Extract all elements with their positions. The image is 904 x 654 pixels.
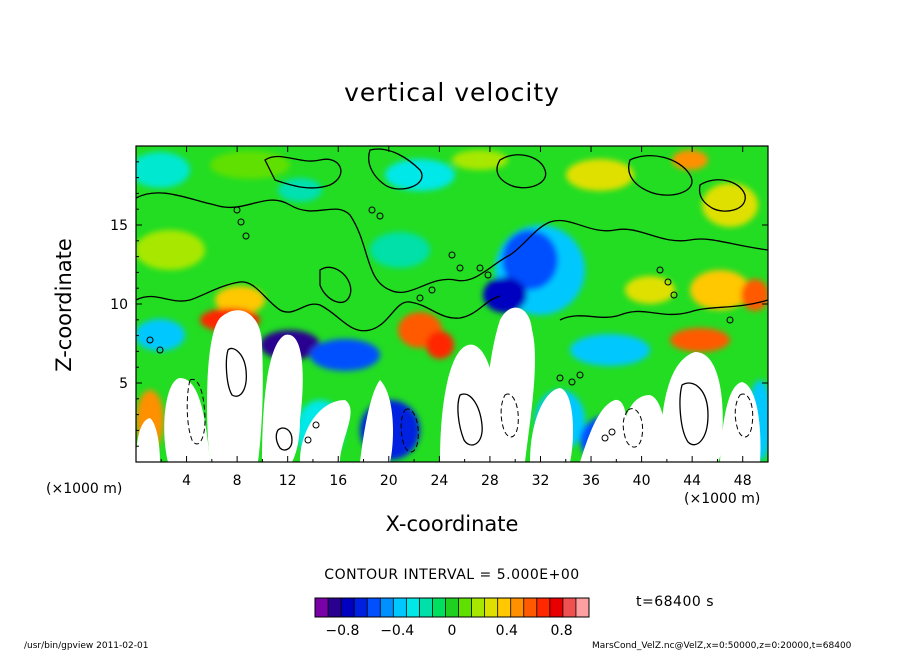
small-contour-cells	[146, 206, 734, 444]
colorbar-swatch	[432, 598, 446, 617]
x-tick-label: 28	[481, 473, 499, 489]
colorbar-swatch	[393, 598, 407, 617]
x-tick-label: 36	[582, 473, 600, 489]
colorbar-swatch	[445, 598, 460, 617]
contour-lines	[136, 148, 768, 451]
x-tick-label: 12	[279, 473, 297, 489]
colorbar-tick-label: 0.8	[550, 623, 572, 639]
negative-contours	[186, 378, 754, 453]
colorbar: −0.8 −0.4 0 0.4 0.8	[314, 597, 590, 639]
x-tick-label: 40	[633, 473, 651, 489]
colorbar-swatch	[406, 598, 420, 617]
colorbar-swatch	[341, 598, 355, 617]
x-axis-unit-left: (×1000 m)	[46, 481, 123, 497]
colorbar-swatch	[419, 598, 433, 617]
x-axis-ticks: 4 8 12 16 20 24 28 32 36 40 44 48	[160, 146, 752, 489]
colorbar-swatch	[458, 598, 473, 617]
colorbar-swatch	[497, 598, 512, 617]
contour-interval-label: CONTOUR INTERVAL = 5.000E+00	[324, 567, 580, 583]
x-axis-unit-right: (×1000 m)	[684, 491, 761, 507]
colorbar-swatch	[523, 598, 538, 617]
y-tick-label: 5	[119, 376, 128, 392]
colorbar-frame	[314, 597, 590, 618]
chart-title: vertical velocity	[344, 78, 560, 107]
x-tick-label: 16	[329, 473, 347, 489]
x-axis-label: X-coordinate	[385, 512, 519, 536]
colorbar-swatch	[315, 598, 329, 617]
y-axis-ticks: 5 10 15	[110, 161, 768, 447]
colorbar-tick-label: 0.4	[496, 623, 518, 639]
y-axis-label: Z-coordinate	[52, 238, 76, 372]
x-tick-label: 20	[380, 473, 398, 489]
x-tick-label: 8	[233, 473, 242, 489]
colorbar-swatch	[549, 598, 564, 617]
heatmap-field	[136, 146, 768, 462]
colorbar-swatch	[536, 598, 551, 617]
colorbar-swatch	[380, 598, 394, 617]
colorbar-tick-label: −0.4	[380, 623, 414, 639]
colorbar-swatch	[367, 598, 381, 617]
x-tick-label: 4	[182, 473, 191, 489]
colorbar-swatch	[484, 598, 499, 617]
colorbar-swatch	[562, 598, 577, 617]
x-tick-label: 24	[430, 473, 448, 489]
x-tick-label: 44	[683, 473, 701, 489]
x-tick-label: 48	[734, 473, 752, 489]
colorbar-swatch	[575, 598, 590, 617]
y-tick-label: 10	[110, 297, 128, 313]
x-tick-label: 32	[532, 473, 550, 489]
colorbar-swatch	[354, 598, 368, 617]
colorbar-swatch	[510, 598, 525, 617]
time-label: t=68400 s	[636, 594, 714, 610]
y-tick-label: 15	[110, 218, 128, 234]
colorbar-tick-label: 0	[448, 623, 457, 639]
updraft-cores	[136, 307, 761, 462]
colorbar-tick-label: −0.8	[325, 623, 359, 639]
colorbar-swatch	[471, 598, 486, 617]
footer-source-file: MarsCond_VelZ.nc@VelZ,x=0:50000,z=0:2000…	[592, 641, 852, 651]
colorbar-swatch	[328, 598, 342, 617]
footer-program-date: /usr/bin/gpview 2011-02-01	[24, 641, 149, 651]
